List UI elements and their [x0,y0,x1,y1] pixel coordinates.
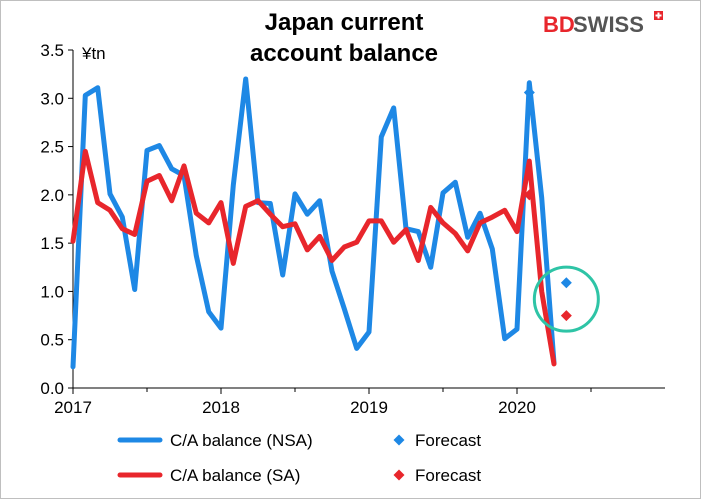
y-tick-label: 3.5 [40,41,64,60]
y-tick-label: 0.5 [40,331,64,350]
swiss-cross-icon [654,11,663,20]
forecast-point [523,86,535,98]
y-tick-label: 1.0 [40,282,64,301]
axes: 0.0 0.5 1.0 1.5 2.0 2.5 3.0 3.5 2017 2018 2019 2020 [40,41,665,417]
x-tick-label: 2017 [54,398,92,417]
legend-label: C/A balance (SA) [170,466,300,485]
forecast-point [560,277,572,289]
y-tick-label: 0.0 [40,379,64,398]
forecast-point [560,310,572,322]
legend-label: Forecast [415,466,481,485]
x-tick-label: 2018 [202,398,240,417]
y-tick-label: 2.5 [40,138,64,157]
legend-swatch-diamond [393,434,405,446]
x-tick-label: 2019 [350,398,388,417]
legend-swatch-diamond [393,469,405,481]
legend-label: C/A balance (NSA) [170,431,313,450]
y-tick-label: 1.5 [40,234,64,253]
legend: C/A balance (NSA) Forecast C/A balance (SA… [117,431,481,485]
y-tick-label: 2.0 [40,186,64,205]
brand-logo-part1: BD [543,12,575,37]
forecasts [523,86,600,333]
chart-title-line-2: account balance [250,40,438,67]
series-line-sa [70,148,557,367]
series-line-nsa [70,76,557,370]
y-axis-unit-label: ¥tn [81,44,106,63]
forecast-point [523,189,535,201]
legend-label: Forecast [415,431,481,450]
brand-logo: BD SWISS [543,11,663,37]
y-tick-label: 3.0 [40,89,64,108]
chart-title-line-1: Japan current [265,9,424,36]
series [70,76,557,370]
x-tick-label: 2020 [498,398,536,417]
brand-logo-part2: SWISS [573,12,644,37]
forecast-highlight-circle [532,265,600,333]
